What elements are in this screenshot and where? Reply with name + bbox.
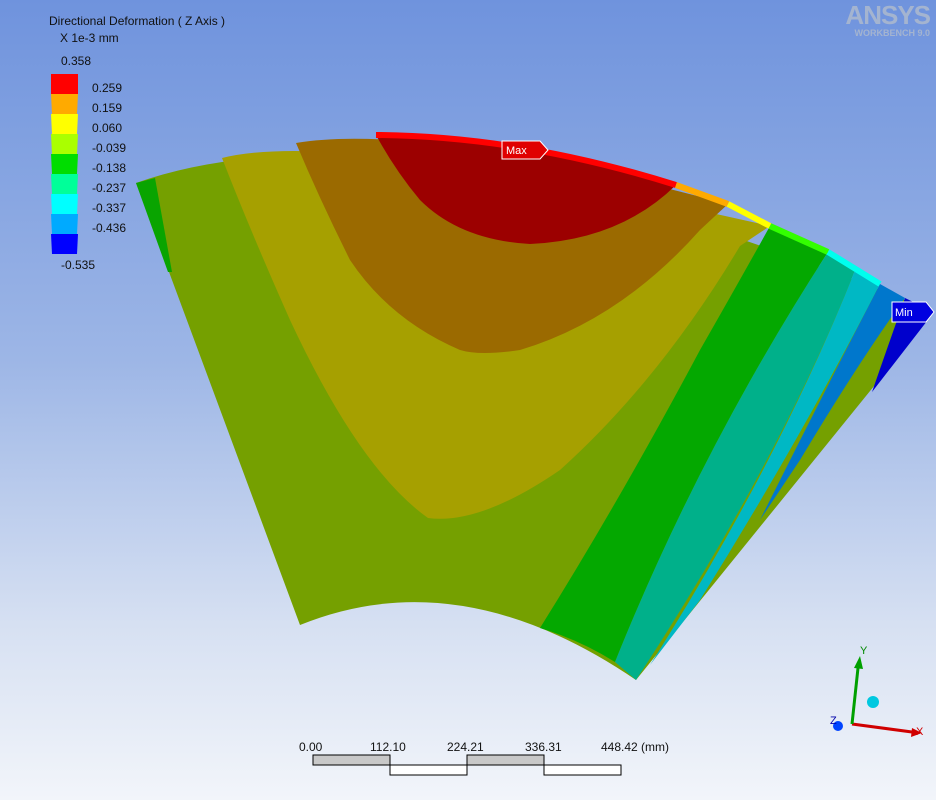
- deformation-band-leftedge: [136, 178, 172, 272]
- legend-label: -0.337: [92, 201, 127, 215]
- legend-band-1: [51, 94, 78, 114]
- legend-label: -0.436: [92, 221, 127, 235]
- legend-color-bar[interactable]: [50, 74, 80, 256]
- scale-tick-label: 448.42 (mm): [601, 740, 670, 754]
- legend-band-2: [51, 114, 78, 134]
- legend-band-7: [51, 214, 78, 234]
- legend-max-value: 0.358: [61, 54, 92, 68]
- legend-label: 0.060: [92, 121, 123, 135]
- deformation-band-teal: [615, 252, 856, 680]
- z-axis-label: Z: [830, 715, 837, 727]
- brand-subtitle: WORKBENCH 9.0: [854, 28, 930, 38]
- max-probe-label: Max: [506, 145, 527, 157]
- legend-band-3: [51, 134, 78, 154]
- min-probe[interactable]: Min: [891, 301, 935, 323]
- legend-label: -0.138: [92, 161, 127, 175]
- scale-tick-label: 336.31: [525, 740, 562, 754]
- legend-band-8: [51, 234, 78, 254]
- legend-band-4: [51, 154, 78, 174]
- ansys-logo: ANSYS WORKBENCH 9.0: [845, 0, 931, 38]
- scale-tick-label: 0.00: [299, 740, 323, 754]
- legend-label: -0.237: [92, 181, 127, 195]
- coordinate-triad[interactable]: X Y Z: [830, 645, 924, 738]
- legend-min-value: -0.535: [61, 258, 96, 272]
- legend-label: -0.039: [92, 141, 127, 155]
- legend-label: 0.259: [92, 81, 123, 95]
- deformation-band-red: [376, 134, 676, 244]
- top-edge-yellow: [726, 201, 772, 229]
- y-axis-label: Y: [860, 645, 868, 657]
- deformation-band-blue: [760, 284, 905, 520]
- scale-tick-label: 112.10: [370, 740, 406, 754]
- top-edge-green: [768, 223, 830, 255]
- top-edge-orange: [674, 182, 730, 207]
- deformation-band-cyan: [650, 268, 880, 665]
- legend-band-5: [51, 174, 78, 194]
- min-probe-label: Min: [895, 307, 913, 319]
- legend-units: X 1e-3 mm: [60, 31, 119, 45]
- brand-name: ANSYS: [845, 0, 931, 30]
- legend-label: 0.159: [92, 101, 123, 115]
- scale-bar: [312, 754, 622, 776]
- scale-tick-label: 224.21: [447, 740, 484, 754]
- x-axis-label: X: [916, 726, 924, 738]
- legend-band-6: [51, 194, 78, 214]
- legend-band-0: [51, 74, 78, 94]
- max-probe[interactable]: Max: [501, 140, 549, 160]
- top-edge-cyan: [826, 249, 882, 287]
- deformation-band-midgreen: [540, 226, 828, 662]
- legend-title: Directional Deformation ( Z Axis ): [49, 14, 226, 28]
